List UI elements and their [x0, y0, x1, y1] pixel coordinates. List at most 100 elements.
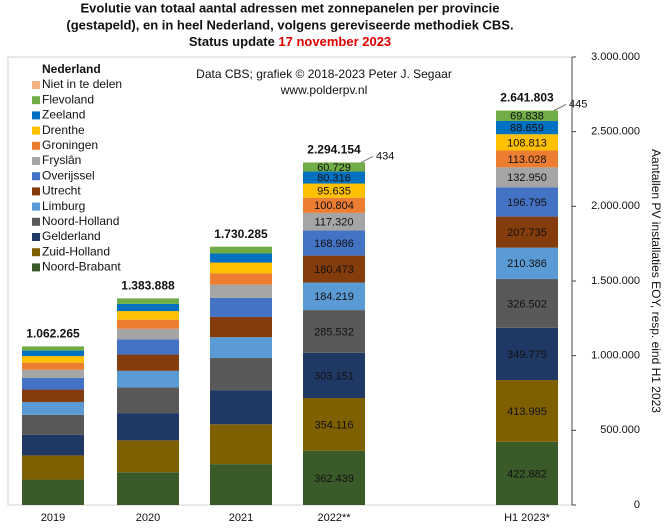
data-label: 207.735: [507, 227, 547, 239]
total-label: 1.383.888: [121, 279, 175, 293]
legend-label: Gelderland: [42, 229, 101, 243]
legend-swatch: [32, 157, 40, 165]
bar-segment: [496, 150, 558, 168]
bar-segment: [210, 337, 272, 358]
legend-swatch: [32, 263, 40, 272]
data-label: 196.795: [507, 197, 547, 209]
bar-segment: [22, 401, 84, 415]
bar-segment: [303, 197, 365, 213]
data-label: 69.838: [510, 111, 544, 123]
total-label: 1.730.285: [214, 227, 268, 241]
total-label: 2.641.803: [500, 91, 554, 105]
legend-label: Groningen: [42, 138, 98, 152]
y2-axis-label: Aantallen PV installaties EOY, resp. ein…: [649, 149, 663, 413]
bar-segment: [303, 230, 365, 256]
legend-swatch: [32, 202, 40, 211]
bar-segment: [22, 377, 84, 390]
bar-segment: [117, 328, 179, 340]
leader-line: [553, 104, 567, 111]
y2-tick-label: 3.000.000: [591, 51, 640, 63]
bar-segment: [117, 370, 179, 388]
data-label: 132.950: [507, 172, 547, 184]
legend-label: Noord-Holland: [42, 214, 119, 228]
annotation: Data CBS; grafiek © 2018-2023 Peter J. S…: [196, 67, 452, 81]
bar-segment: [117, 319, 179, 329]
chart-title: Evolutie van totaal aantal adressen met …: [80, 0, 499, 15]
x-tick-label: 2019: [41, 512, 65, 524]
bar-segment: [210, 464, 272, 505]
legend-swatch: [32, 126, 40, 135]
bar-segment: [117, 303, 179, 312]
bar-segment: [496, 216, 558, 248]
bar-segment: [496, 134, 558, 151]
legend-swatch: [32, 172, 40, 181]
data-label: 88.659: [510, 123, 544, 135]
bar-segment: [117, 387, 179, 414]
x-tick-label: 2020: [136, 512, 160, 524]
bar-segment: [210, 284, 272, 298]
y2-tick-label: 1.500.000: [591, 275, 640, 287]
legend-label: Fryslân: [42, 153, 81, 167]
leader-line: [360, 155, 374, 163]
data-label: 117.320: [315, 217, 354, 229]
bar-segment: [496, 187, 558, 217]
bar-segment: [496, 380, 558, 442]
bar-segment: [22, 479, 84, 505]
legend-swatch: [32, 141, 40, 150]
legend-label: Utrecht: [42, 184, 81, 198]
y2-tick-label: 1.000.000: [591, 350, 640, 362]
bar-segment: [303, 171, 365, 184]
bar-segment: [117, 440, 179, 473]
chart-title: Status update 17 november 2023: [189, 34, 391, 49]
bar-segment: [496, 110, 558, 121]
y2-tick-label: 500.000: [600, 424, 640, 436]
bar-segment: [210, 262, 272, 274]
legend-label: Zeeland: [42, 108, 85, 122]
y2-tick-label: 2.500.000: [591, 126, 640, 138]
data-label: 180.473: [314, 264, 354, 276]
bar-segment: [496, 120, 558, 135]
data-label: 413.995: [507, 406, 547, 418]
bar-segment: [22, 389, 84, 402]
total-label: 1.062.265: [26, 327, 80, 341]
legend-swatch: [32, 233, 40, 241]
bar-segment: [117, 413, 179, 441]
bar-segment: [303, 255, 365, 283]
bar-segment: [303, 397, 365, 451]
legend-swatch: [32, 187, 40, 196]
bar-segment: [496, 327, 558, 381]
plot-frame: [7, 56, 573, 506]
bar-segment: [22, 356, 84, 363]
legend-swatch: [32, 96, 40, 105]
bar-segment: [303, 162, 365, 172]
data-label: 326.502: [507, 298, 547, 310]
legend-swatch: [32, 111, 40, 120]
bar-segment: [117, 472, 179, 505]
bar-segment: [496, 279, 558, 328]
bar-segment: [210, 316, 272, 338]
x-tick-label: H1 2023*: [504, 512, 551, 524]
data-label: 95.635: [317, 186, 351, 198]
data-label: 362.439: [314, 473, 354, 485]
legend-label: Zuid-Holland: [42, 244, 110, 258]
legend-swatch: [32, 81, 40, 89]
bar-segment: [210, 357, 272, 391]
bar-segment: [303, 282, 365, 311]
data-label: 445: [569, 98, 587, 110]
total-label: 2.294.154: [307, 143, 361, 157]
data-label: 100.804: [314, 200, 354, 212]
title-status: Status update: [189, 34, 279, 49]
bar-segment: [22, 414, 84, 435]
bar-segment: [303, 450, 365, 505]
legend-label: Drenthe: [42, 123, 85, 137]
x-tick-label: 2021: [229, 512, 253, 524]
annotation: www.polderpv.nl: [280, 83, 367, 97]
legend-label: Niet in te delen: [42, 77, 122, 91]
bar-segment: [303, 352, 365, 398]
data-label: 60.729: [317, 162, 351, 174]
bar-segment: [22, 346, 84, 351]
bar-segment: [210, 253, 272, 263]
bar-segment: [117, 311, 179, 320]
data-label: 113.028: [508, 154, 547, 166]
